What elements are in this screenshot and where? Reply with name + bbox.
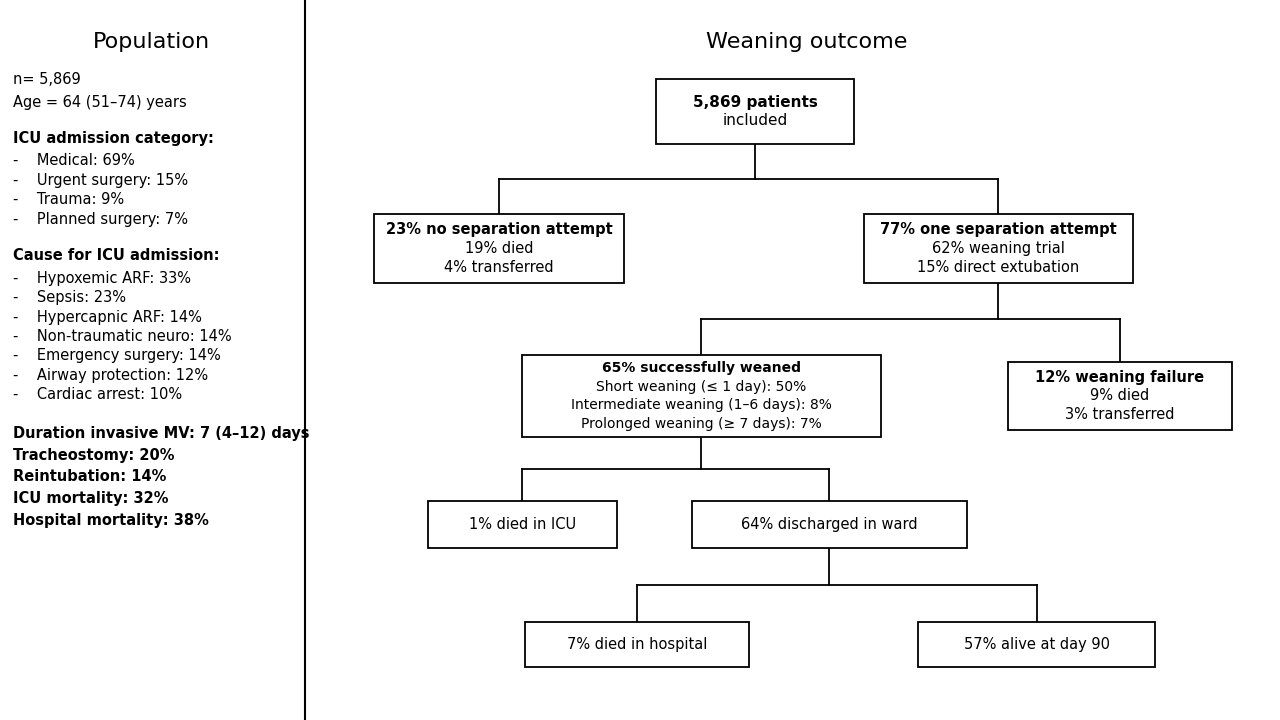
Text: Age = 64 (51–74) years: Age = 64 (51–74) years	[13, 95, 187, 110]
Text: n= 5,869: n= 5,869	[13, 72, 81, 87]
Text: -    Non-traumatic neuro: 14%: - Non-traumatic neuro: 14%	[13, 329, 232, 344]
Text: 7% died in hospital: 7% died in hospital	[567, 637, 708, 652]
Text: 19% died: 19% died	[465, 241, 534, 256]
FancyBboxPatch shape	[522, 354, 881, 437]
Text: 65% successfully weaned: 65% successfully weaned	[602, 361, 801, 375]
Text: 77% one separation attempt: 77% one separation attempt	[881, 222, 1116, 237]
Text: Hospital mortality: 38%: Hospital mortality: 38%	[13, 513, 209, 528]
FancyBboxPatch shape	[428, 501, 617, 547]
Text: 5,869 patients: 5,869 patients	[692, 95, 818, 109]
Text: Weaning outcome: Weaning outcome	[705, 32, 908, 53]
Text: -    Emergency surgery: 14%: - Emergency surgery: 14%	[13, 348, 220, 364]
Text: Reintubation: 14%: Reintubation: 14%	[13, 469, 166, 485]
Text: Intermediate weaning (1–6 days): 8%: Intermediate weaning (1–6 days): 8%	[571, 398, 832, 413]
Text: Short weaning (≤ 1 day): 50%: Short weaning (≤ 1 day): 50%	[596, 379, 806, 394]
Text: 64% discharged in ward: 64% discharged in ward	[741, 517, 918, 531]
Text: ICU mortality: 32%: ICU mortality: 32%	[13, 491, 168, 506]
Text: 9% died: 9% died	[1091, 389, 1149, 403]
Text: 4% transferred: 4% transferred	[444, 260, 554, 274]
FancyBboxPatch shape	[657, 79, 855, 144]
FancyBboxPatch shape	[525, 622, 749, 667]
Text: -    Trauma: 9%: - Trauma: 9%	[13, 192, 124, 207]
FancyBboxPatch shape	[864, 215, 1133, 282]
FancyBboxPatch shape	[1009, 361, 1231, 430]
Text: 57% alive at day 90: 57% alive at day 90	[964, 637, 1110, 652]
Text: -    Airway protection: 12%: - Airway protection: 12%	[13, 368, 207, 383]
Text: Population: Population	[92, 32, 210, 53]
Text: 1% died in ICU: 1% died in ICU	[468, 517, 576, 531]
Text: -    Urgent surgery: 15%: - Urgent surgery: 15%	[13, 173, 188, 188]
Text: 62% weaning trial: 62% weaning trial	[932, 241, 1065, 256]
Text: included: included	[723, 114, 787, 128]
Text: -    Hypercapnic ARF: 14%: - Hypercapnic ARF: 14%	[13, 310, 202, 325]
Text: -    Sepsis: 23%: - Sepsis: 23%	[13, 290, 125, 305]
Text: -    Planned surgery: 7%: - Planned surgery: 7%	[13, 212, 188, 227]
FancyBboxPatch shape	[919, 622, 1156, 667]
FancyBboxPatch shape	[691, 501, 968, 547]
Text: Duration invasive MV: 7 (4–12) days: Duration invasive MV: 7 (4–12) days	[13, 426, 310, 441]
Text: Cause for ICU admission:: Cause for ICU admission:	[13, 248, 219, 264]
Text: Tracheostomy: 20%: Tracheostomy: 20%	[13, 448, 174, 463]
FancyBboxPatch shape	[374, 215, 625, 282]
Text: ICU admission category:: ICU admission category:	[13, 131, 214, 146]
Text: 3% transferred: 3% transferred	[1065, 408, 1175, 422]
Text: 15% direct extubation: 15% direct extubation	[918, 260, 1079, 274]
Text: -    Medical: 69%: - Medical: 69%	[13, 153, 134, 168]
Text: 12% weaning failure: 12% weaning failure	[1036, 370, 1204, 384]
Text: -    Cardiac arrest: 10%: - Cardiac arrest: 10%	[13, 387, 182, 402]
Text: 23% no separation attempt: 23% no separation attempt	[385, 222, 613, 237]
Text: -    Hypoxemic ARF: 33%: - Hypoxemic ARF: 33%	[13, 271, 191, 286]
Text: Prolonged weaning (≥ 7 days): 7%: Prolonged weaning (≥ 7 days): 7%	[581, 417, 822, 431]
